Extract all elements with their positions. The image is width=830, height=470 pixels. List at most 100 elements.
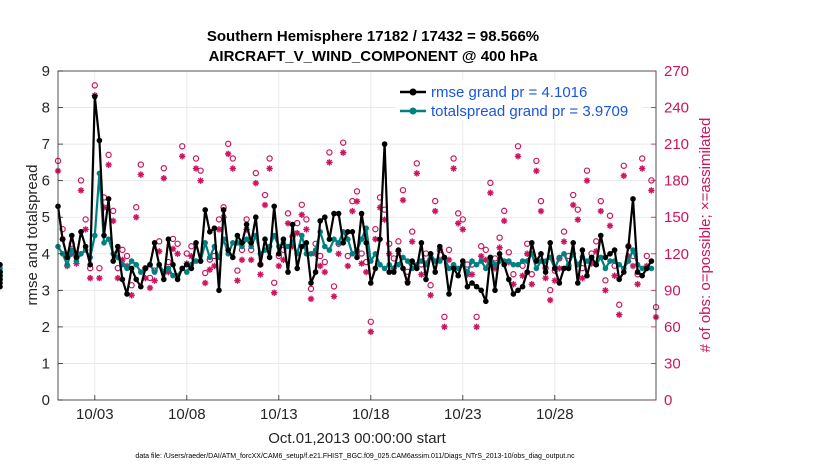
rmse-point xyxy=(418,240,425,246)
rmse-point xyxy=(78,229,84,235)
rmse-point xyxy=(289,221,296,228)
totalspread-point xyxy=(165,265,172,272)
obs-possible-marker xyxy=(307,285,315,293)
totalspread-point xyxy=(533,265,540,272)
chart-subtitle: AIRCRAFT_V_WIND_COMPONENT @ 400 hPa xyxy=(209,48,539,65)
totalspread-point xyxy=(193,258,199,264)
obs-assimilated-marker xyxy=(87,274,94,282)
obs-possible-marker xyxy=(266,155,273,162)
obs-assimilated-marker xyxy=(105,161,112,169)
rmse-point xyxy=(386,269,393,275)
obs-possible-marker xyxy=(574,206,582,213)
obs-possible-marker xyxy=(597,197,605,205)
rmse-point xyxy=(354,254,360,261)
y2-tick-label: 120 xyxy=(664,246,689,263)
rmse-point xyxy=(124,291,130,297)
rmse-point xyxy=(87,261,93,268)
rmse-point xyxy=(460,258,466,264)
rmse-point xyxy=(184,261,190,268)
obs-assimilated-marker xyxy=(114,274,121,282)
obs-assimilated-marker xyxy=(634,281,641,288)
rmse-point xyxy=(161,276,167,283)
obs-assimilated-marker xyxy=(330,293,338,300)
totalspread-point xyxy=(308,251,314,257)
rmse-point xyxy=(570,240,576,246)
obs-possible-marker xyxy=(174,240,181,247)
rmse-point xyxy=(239,240,245,246)
y2-tick-label: 150 xyxy=(664,209,689,226)
obs-assimilated-marker xyxy=(110,217,117,225)
y-tick-label: 7 xyxy=(42,136,50,153)
y2-tick-label: 90 xyxy=(664,282,681,299)
obs-possible-marker xyxy=(510,271,517,278)
obs-assimilated-marker xyxy=(597,207,604,215)
legend-spread-marker xyxy=(409,107,417,115)
rmse-point xyxy=(363,240,370,246)
obs-assimilated-marker xyxy=(252,179,259,187)
obs-possible-marker xyxy=(224,140,232,148)
obs-assimilated-marker xyxy=(579,274,586,282)
rmse-point xyxy=(147,261,153,268)
rmse-point xyxy=(565,265,572,272)
rmse-point xyxy=(220,207,227,213)
obs-assimilated-marker xyxy=(202,279,209,287)
totalspread-point xyxy=(381,265,388,272)
totalspread-point xyxy=(230,240,236,246)
obs-possible-marker xyxy=(303,216,310,223)
y-axis-label: rmse and totalspread xyxy=(24,165,41,306)
obs-assimilated-marker xyxy=(514,153,522,160)
obs-assimilated-marker xyxy=(363,268,370,276)
totalspread-point xyxy=(469,258,475,264)
totalspread-point xyxy=(602,265,609,272)
rmse-point xyxy=(427,251,434,257)
rmse-point xyxy=(59,236,66,242)
rmse-point xyxy=(92,93,98,100)
rmse-point xyxy=(377,236,383,242)
chart-title: Southern Hemisphere 17182 / 17432 = 98.5… xyxy=(207,28,539,45)
obs-possible-marker xyxy=(353,188,361,195)
obs-assimilated-marker xyxy=(160,175,167,182)
x-tick-label: 10/23 xyxy=(444,406,482,423)
obs-possible-marker xyxy=(399,186,407,194)
rmse-series-line xyxy=(56,95,653,303)
rmse-point xyxy=(257,261,264,268)
rmse-point xyxy=(368,280,374,286)
rmse-point xyxy=(174,276,181,283)
rmse-point xyxy=(644,265,650,272)
obs-possible-marker xyxy=(450,155,457,162)
rmse-point xyxy=(0,269,3,275)
totalspread-point xyxy=(349,251,356,257)
rmse-point xyxy=(450,265,457,272)
obs-assimilated-marker xyxy=(146,284,154,292)
obs-possible-marker xyxy=(344,252,351,260)
rmse-point xyxy=(96,137,103,144)
rmse-point xyxy=(593,261,599,268)
rmse-point xyxy=(634,269,641,275)
rmse-point xyxy=(625,243,632,250)
obs-possible-marker xyxy=(367,318,374,325)
obs-assimilated-marker xyxy=(487,189,494,197)
rmse-point xyxy=(510,291,517,297)
x-tick-label: 10/08 xyxy=(168,406,206,423)
obs-assimilated-marker xyxy=(128,292,135,299)
obs-possible-marker xyxy=(330,283,338,290)
rmse-point xyxy=(455,272,462,279)
rmse-point xyxy=(611,247,618,253)
obs-assimilated-marker xyxy=(583,177,591,184)
rmse-point xyxy=(602,254,609,261)
totalspread-point xyxy=(322,243,328,250)
rmse-point xyxy=(542,269,549,275)
totalspread-point xyxy=(446,265,452,272)
obs-possible-marker xyxy=(340,139,347,146)
y2-tick-label: 60 xyxy=(664,319,681,336)
totalspread-point xyxy=(92,232,98,239)
obs-possible-marker xyxy=(643,252,651,260)
totalspread-point xyxy=(478,258,485,264)
obs-possible-marker xyxy=(487,179,494,187)
rmse-point xyxy=(579,247,586,253)
rmse-point xyxy=(519,283,526,290)
obs-possible-marker xyxy=(616,301,623,308)
totalspread-point xyxy=(473,261,480,268)
obs-assimilated-marker xyxy=(303,226,310,233)
